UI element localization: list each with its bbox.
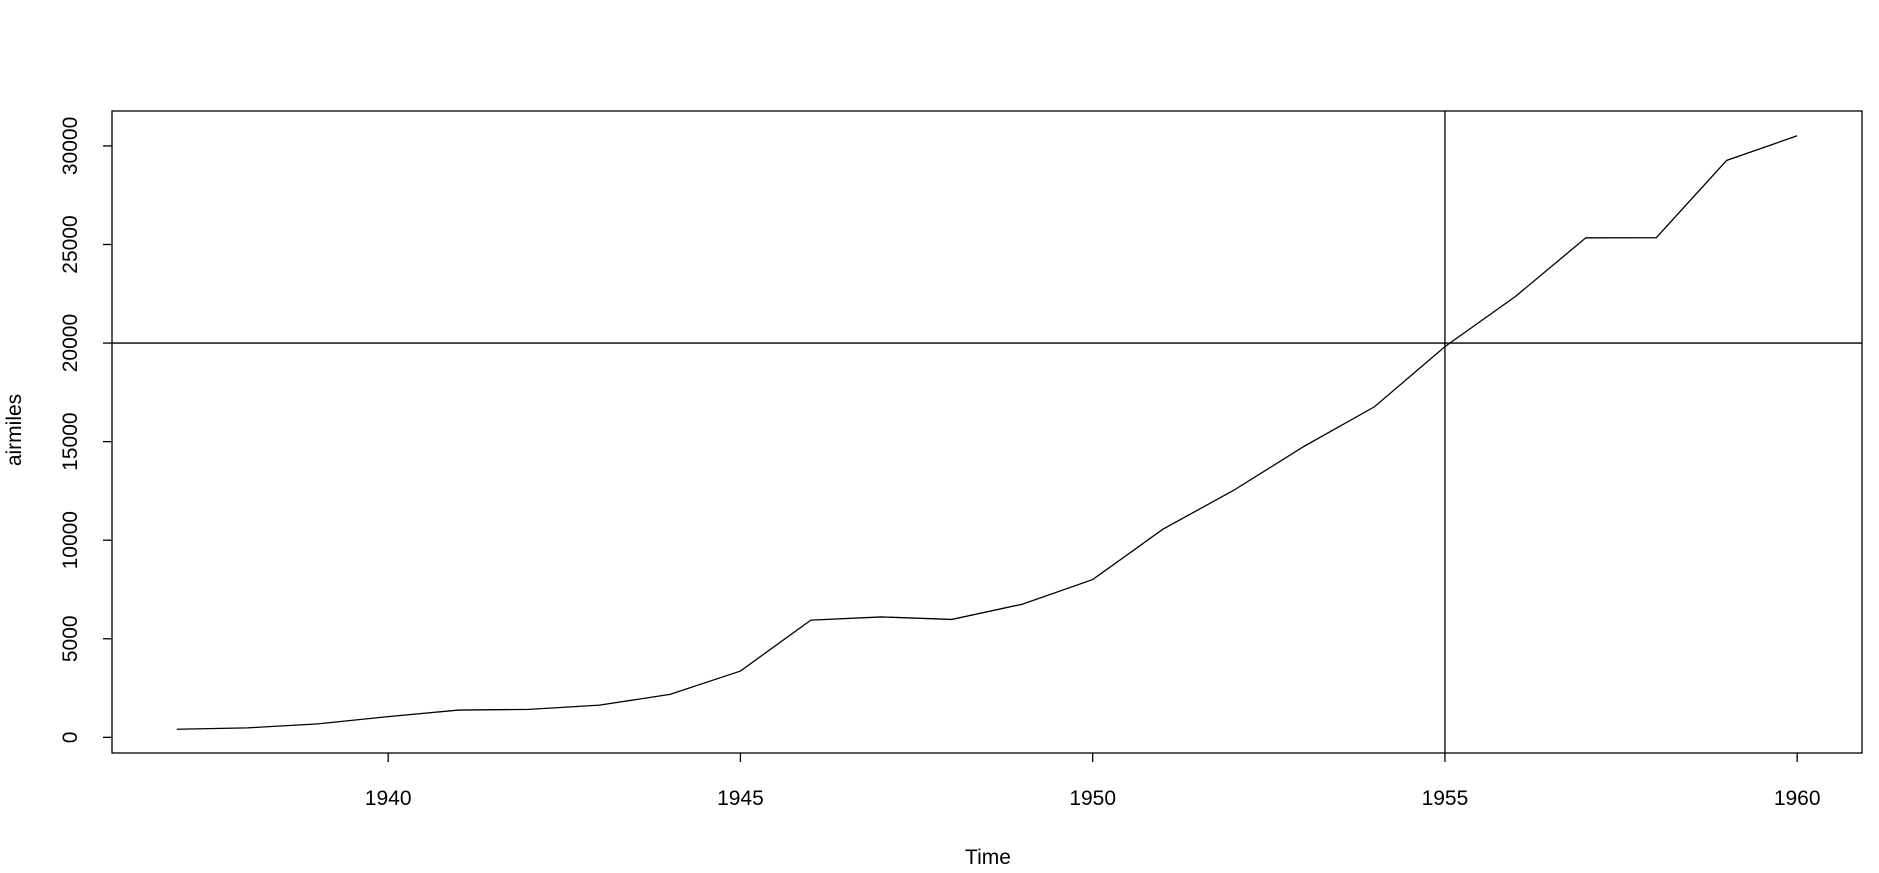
y-axis-label: airmiles: [3, 394, 26, 466]
y-tick-label: 25000: [59, 215, 82, 273]
y-tick-label: 5000: [59, 615, 82, 662]
y-tick-label: 0: [59, 732, 82, 744]
plot-frame: [111, 110, 1863, 754]
y-tick-label: 30000: [59, 117, 82, 175]
y-tick-label: 20000: [59, 314, 82, 372]
y-tick-label: 10000: [59, 511, 82, 569]
x-axis-label: Time: [965, 846, 1011, 869]
series-line: [176, 135, 1798, 730]
x-tick-label: 1960: [1774, 787, 1821, 810]
y-tick-label: 15000: [59, 412, 82, 470]
x-tick-label: 1945: [717, 787, 764, 810]
x-tick-label: 1950: [1069, 787, 1116, 810]
x-tick-label: 1940: [365, 787, 412, 810]
x-tick-label: 1955: [1422, 787, 1469, 810]
